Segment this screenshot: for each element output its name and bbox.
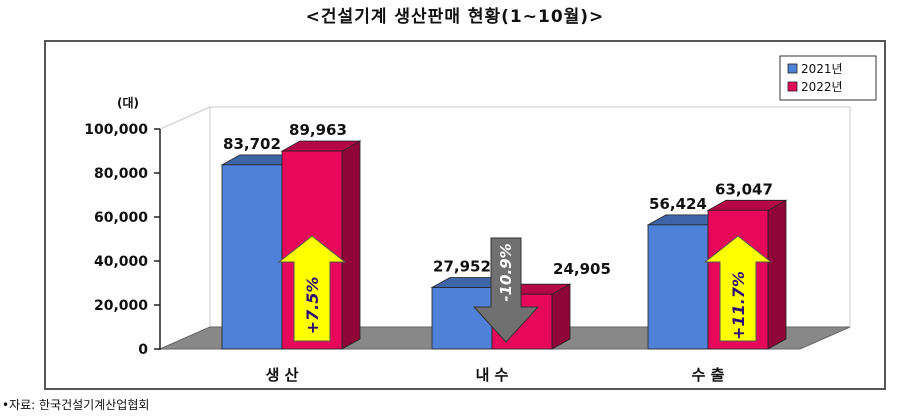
source-note: •자료: 한국건설기계산업협회 xyxy=(2,398,150,412)
bar xyxy=(221,164,283,350)
legend-label: 2022년 xyxy=(801,80,843,94)
bar-side xyxy=(341,140,361,350)
bar-side xyxy=(767,199,787,350)
change-label: -10.9% xyxy=(497,243,515,301)
data-label: 56,424 xyxy=(649,195,707,213)
data-label: 89,963 xyxy=(289,121,347,139)
x-category-label: 생 산 xyxy=(266,366,299,384)
bar xyxy=(647,224,709,350)
change-label: +7.5% xyxy=(303,277,322,335)
side-wall xyxy=(159,106,211,350)
legend-swatch xyxy=(787,81,798,92)
legend-swatch xyxy=(787,63,798,74)
bar-side xyxy=(551,283,571,350)
change-label: +11.7% xyxy=(729,271,748,340)
chart-title: <건설기계 생산판매 현황(1~10월)> xyxy=(305,7,605,27)
legend-label: 2021년 xyxy=(801,62,843,76)
change-arrow-up xyxy=(703,235,773,342)
y-unit-label: (대) xyxy=(117,96,139,110)
x-category-label: 내 수 xyxy=(476,366,509,384)
y-tick-label: 20,000 xyxy=(94,298,148,314)
data-label: 63,047 xyxy=(715,180,773,198)
data-label: 83,702 xyxy=(223,135,281,153)
y-tick-label: 80,000 xyxy=(94,166,148,182)
bar xyxy=(431,287,493,350)
data-label: 24,905 xyxy=(553,260,611,278)
x-category-label: 수 출 xyxy=(692,366,725,384)
y-tick-label: 40,000 xyxy=(94,254,148,270)
data-label: 27,952 xyxy=(433,258,491,276)
change-arrow-down xyxy=(472,237,540,343)
y-tick-label: 60,000 xyxy=(94,210,148,226)
y-tick-label: 0 xyxy=(138,342,148,358)
change-arrow-up xyxy=(277,235,347,342)
y-tick-label: 100,000 xyxy=(84,122,148,138)
legend-box xyxy=(779,55,877,101)
